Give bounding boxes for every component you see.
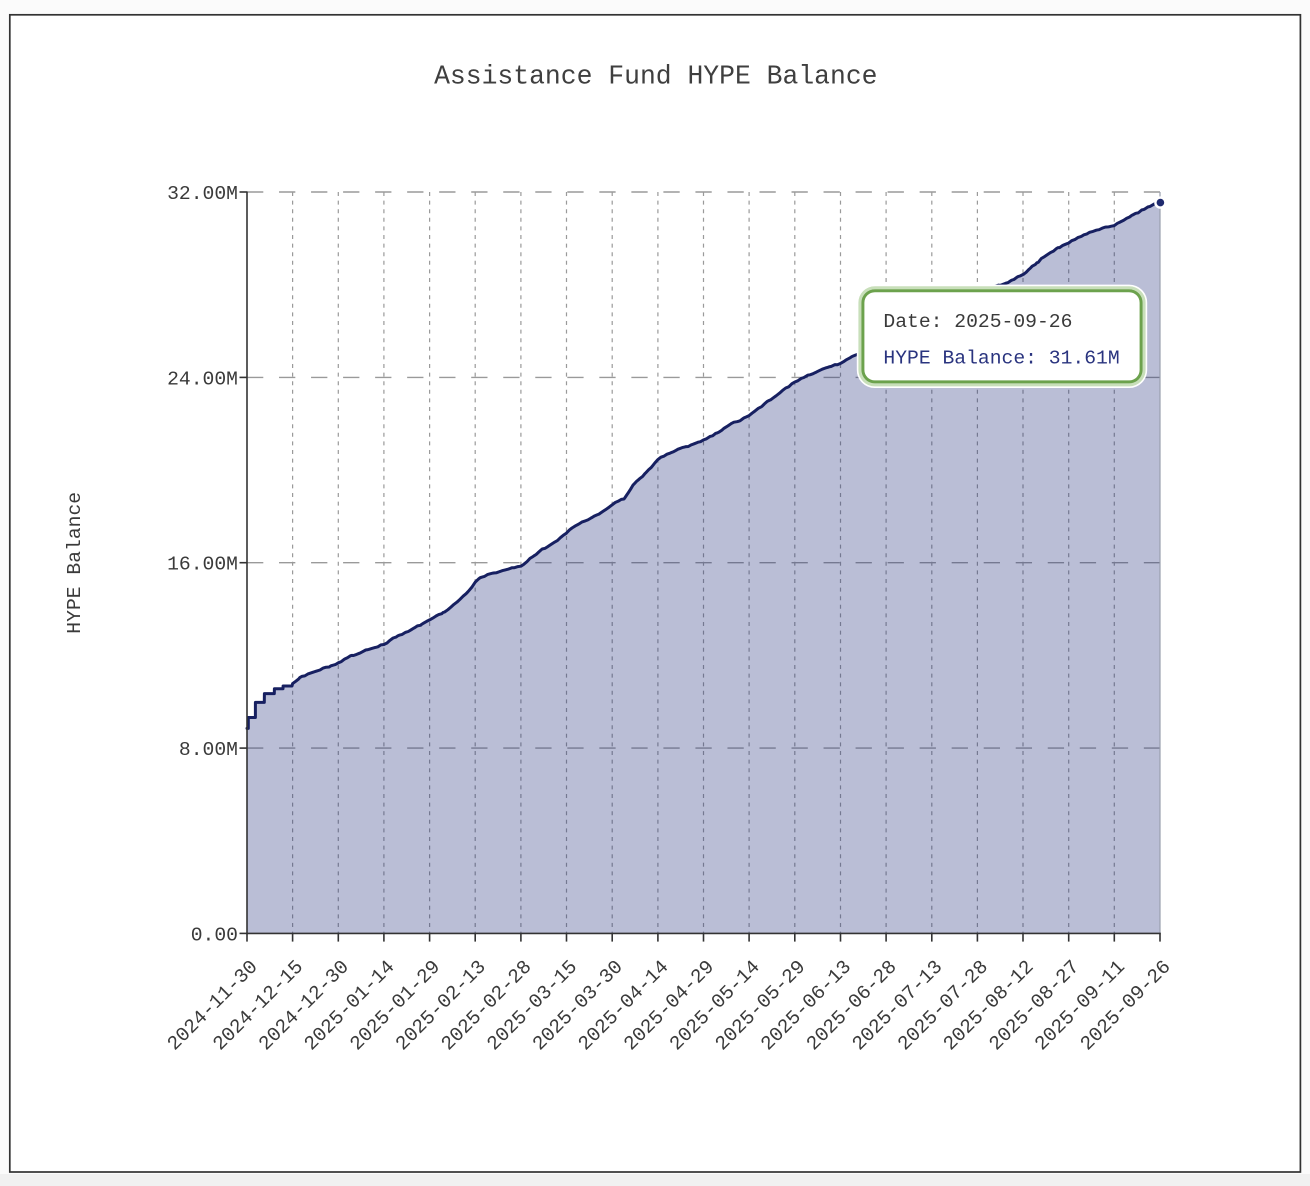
svg-text:Date: 2025-09-26: Date: 2025-09-26: [883, 311, 1072, 333]
svg-text:HYPE Balance: 31.61M: HYPE Balance: 31.61M: [883, 347, 1119, 369]
svg-text:0.00: 0.00: [191, 924, 238, 946]
svg-text:8.00M: 8.00M: [179, 739, 238, 761]
svg-text:32.00M: 32.00M: [167, 183, 238, 205]
svg-text:Assistance Fund HYPE Balance: Assistance Fund HYPE Balance: [434, 62, 877, 92]
svg-text:24.00M: 24.00M: [167, 368, 238, 390]
svg-text:16.00M: 16.00M: [167, 554, 238, 576]
svg-text:HYPE Balance: HYPE Balance: [64, 492, 86, 634]
